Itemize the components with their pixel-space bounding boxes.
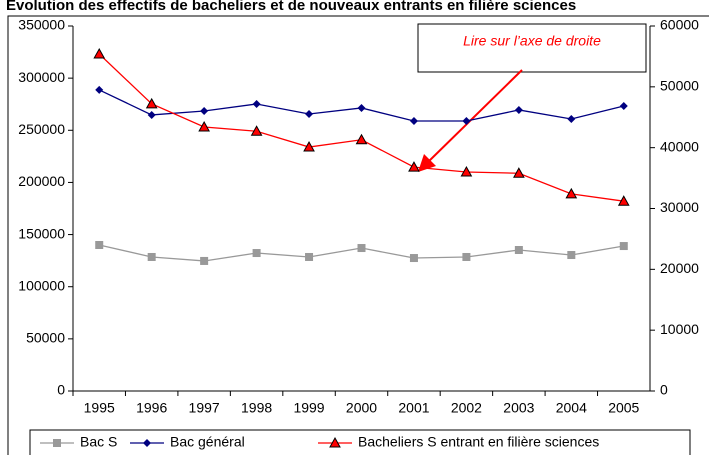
point <box>95 241 104 249</box>
x-tick-label: 1995 <box>84 400 115 416</box>
x-tick-label: 2000 <box>346 400 377 416</box>
point <box>305 110 314 119</box>
x-tick-label: 2005 <box>608 400 639 416</box>
point <box>409 117 418 126</box>
annotation: Lire sur l’axe de droite <box>463 33 601 49</box>
point <box>408 161 420 172</box>
y2-tick-label: 0 <box>660 382 668 398</box>
point <box>565 187 578 199</box>
x-tick-label: 2002 <box>451 400 482 416</box>
x-tick-label: 1997 <box>189 400 220 416</box>
x-tick-label: 2004 <box>556 400 587 416</box>
y2-tick-label: 10000 <box>660 321 699 337</box>
point <box>147 252 156 261</box>
x-tick-label: 1999 <box>293 400 324 416</box>
point <box>514 246 523 255</box>
point <box>93 47 106 59</box>
point <box>462 252 471 261</box>
point <box>250 125 263 136</box>
point <box>514 105 523 114</box>
point <box>198 120 210 132</box>
point <box>95 85 104 94</box>
point <box>409 254 418 263</box>
x-tick-label: 2001 <box>398 400 429 416</box>
legend-label: Bac général <box>170 434 245 450</box>
point <box>305 252 314 261</box>
x-tick-label: 1996 <box>136 400 167 416</box>
y2-tick-label: 30000 <box>660 199 699 215</box>
y2-tick-label: 20000 <box>660 260 699 276</box>
point <box>200 256 209 265</box>
point <box>252 100 261 109</box>
point <box>513 167 525 178</box>
y-tick-label: 0 <box>57 382 65 398</box>
y2-tick-label: 40000 <box>660 138 699 154</box>
point <box>619 242 628 251</box>
point <box>619 101 628 110</box>
x-tick-label: 2003 <box>503 400 534 416</box>
annotation-box <box>417 23 647 73</box>
point <box>567 251 576 260</box>
y-tick-label: 350000 <box>18 17 65 33</box>
point <box>147 110 156 119</box>
point <box>617 195 630 206</box>
point <box>53 439 61 447</box>
chart-frame <box>7 15 709 455</box>
point <box>460 165 473 177</box>
point <box>200 106 209 115</box>
point <box>145 97 158 109</box>
y-tick-label: 100000 <box>18 277 65 293</box>
point <box>303 141 315 152</box>
y2-tick-label: 60000 <box>660 17 699 33</box>
y-tick-label: 250000 <box>18 121 65 137</box>
y2-tick-label: 50000 <box>660 78 699 94</box>
chart-title: Evolution des effectifs de bacheliers et… <box>6 0 576 14</box>
annotation-arrow <box>425 69 523 165</box>
y-tick-label: 200000 <box>18 173 65 189</box>
point <box>143 439 151 447</box>
point <box>357 103 366 112</box>
point <box>462 117 471 126</box>
point <box>567 115 576 124</box>
point <box>355 133 368 145</box>
point <box>357 244 366 253</box>
y-tick-label: 150000 <box>18 225 65 241</box>
y-tick-label: 50000 <box>26 330 65 346</box>
legend-label: Bacheliers S entrant en filière sciences <box>358 434 599 450</box>
point <box>329 436 341 448</box>
y-tick-label: 300000 <box>18 69 65 85</box>
point <box>252 249 261 258</box>
x-tick-label: 1998 <box>241 400 272 416</box>
legend-label: Bac S <box>80 434 117 450</box>
